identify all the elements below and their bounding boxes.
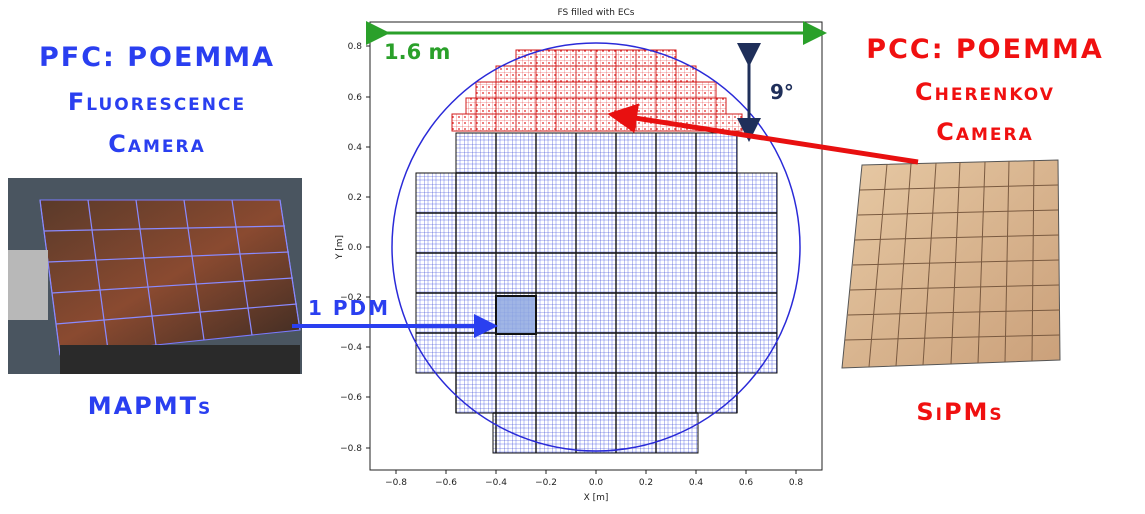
mapmt-label: MAPMTs [87, 392, 213, 420]
pcc-focal-surface [451, 49, 743, 132]
pdm-highlight [495, 295, 537, 335]
pfc-subtitle: Fluorescence [67, 88, 247, 116]
pcc-subtitle-2: Camera [936, 118, 1034, 146]
y-tick-label: 0.2 [348, 193, 362, 203]
pfc-subtitle-2: Camera [108, 130, 206, 158]
x-tick-label: 0.0 [589, 478, 604, 488]
pfc-focal-surface [415, 132, 778, 454]
y-tick-label: 0.6 [348, 93, 363, 103]
y-tick-label: −0.6 [340, 393, 362, 403]
pcc-title: PCC: POEMMA [866, 34, 1104, 65]
x-tick-label: −0.4 [485, 478, 507, 488]
y-tick-label: 0.0 [348, 243, 363, 253]
pdm-label: 1 PDM [308, 296, 391, 320]
pcc-subtitle: Cherenkov [915, 78, 1055, 106]
mapmt-camera-photo [8, 178, 302, 374]
sipm-array-photo [841, 159, 1061, 369]
x-tick-label: 0.8 [789, 478, 804, 488]
x-tick-label: 0.2 [639, 478, 653, 488]
angle-label: 9° [770, 80, 794, 104]
y-tick-label: 0.4 [348, 143, 363, 153]
y-tick-label: 0.8 [348, 42, 363, 52]
y-tick-label: −0.8 [340, 444, 362, 454]
width-label: 1.6 m [384, 40, 451, 64]
x-axis: −0.8 −0.6 −0.4 −0.2 0.0 0.2 0.4 0.6 0.8 … [385, 470, 803, 503]
x-tick-label: 0.4 [689, 478, 704, 488]
sipm-label: SiPMs [916, 398, 1004, 426]
y-tick-label: −0.4 [340, 343, 362, 353]
y-axis-label: Y [m] [335, 235, 345, 260]
y-axis: 0.8 0.6 0.4 0.2 0.0 −0.2 −0.4 −0.6 −0.8 … [335, 42, 370, 454]
pcc-arrow [607, 103, 919, 165]
x-tick-label: −0.6 [435, 478, 457, 488]
plot-title: FS filled with ECs [558, 8, 635, 18]
pfc-title: PFC: POEMMA [38, 42, 276, 73]
x-axis-label: X [m] [584, 493, 609, 503]
x-tick-label: −0.2 [535, 478, 557, 488]
y-tick-label: −0.2 [340, 293, 362, 303]
x-tick-label: 0.6 [739, 478, 754, 488]
x-tick-label: −0.8 [385, 478, 407, 488]
